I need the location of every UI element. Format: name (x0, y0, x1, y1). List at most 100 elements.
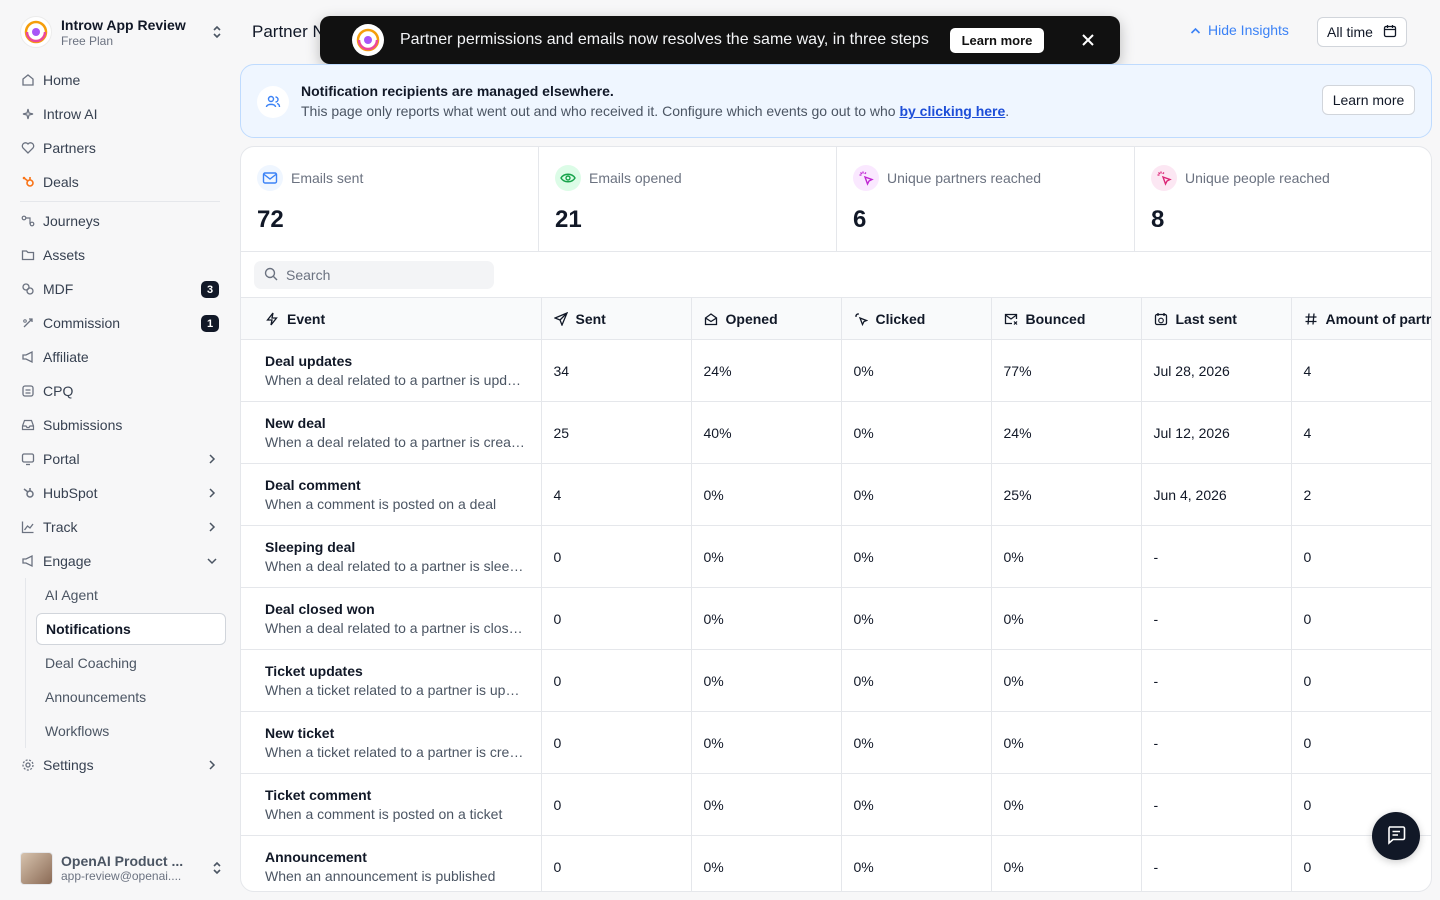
workspace-plan: Free Plan (61, 33, 114, 48)
sidebar-item-engage[interactable]: Engage (14, 544, 226, 578)
sidebar-item-notifications[interactable]: Notifications (36, 613, 226, 645)
mail-open-icon (704, 312, 718, 326)
sidebar-item-label: Submissions (43, 417, 123, 433)
sidebar-item-track[interactable]: Track (14, 510, 226, 544)
sidebar-item-announcements[interactable]: Announcements (45, 689, 147, 705)
partners-cell: 4 (1291, 339, 1431, 402)
partners-cell: 0 (1291, 587, 1431, 650)
workspace-switcher[interactable]: Introw App Review Free Plan (20, 14, 224, 50)
configure-link[interactable]: by clicking here (899, 103, 1006, 119)
sidebar-item-home[interactable]: Home (14, 63, 226, 97)
event-description: When an announcement is published (265, 868, 496, 884)
event-cell: New deal When a deal related to a partner… (241, 401, 542, 464)
workspace-name: Introw App Review (61, 16, 186, 33)
partners-cell: 2 (1291, 463, 1431, 526)
sidebar-item-deal-coaching[interactable]: Deal Coaching (45, 655, 137, 671)
column-label: Clicked (875, 310, 926, 327)
sidebar-item-introw-ai[interactable]: Introw AI (14, 97, 226, 131)
sidebar-item-portal[interactable]: Portal (14, 442, 226, 476)
last-sent-cell: - (1141, 525, 1292, 588)
calendar-clock-icon (1154, 312, 1168, 326)
last-sent-cell: Jun 4, 2026 (1141, 463, 1292, 526)
column-header-sent[interactable]: Sent (541, 297, 692, 340)
table-row[interactable]: Deal closed won When a deal related to a … (241, 587, 1431, 650)
column-header-clicked[interactable]: Clicked (841, 297, 992, 340)
column-header-bounced[interactable]: Bounced (991, 297, 1142, 340)
stat-label: Emails sent (291, 170, 364, 186)
column-header-opened[interactable]: Opened (691, 297, 842, 340)
mdf-count-badge: 3 (201, 281, 219, 298)
search-box (254, 261, 494, 289)
sidebar-item-mdf[interactable]: MDF 3 (14, 272, 226, 306)
sidebar-item-label: Deals (43, 174, 79, 190)
partners-cell: 4 (1291, 401, 1431, 464)
table-row[interactable]: Announcement When an announcement is publ… (241, 835, 1431, 891)
table-row[interactable]: New ticket When a ticket related to a par… (241, 711, 1431, 774)
opened-cell: 0% (691, 773, 842, 836)
journeys-icon (21, 214, 35, 228)
event-name: Announcement (265, 849, 367, 865)
sidebar-item-commission[interactable]: Commission 1 (14, 306, 226, 340)
last-sent-cell: - (1141, 711, 1292, 774)
chat-support-button[interactable] (1372, 812, 1420, 860)
sidebar-item-affiliate[interactable]: Affiliate (14, 340, 226, 374)
event-name: Deal comment (265, 477, 361, 493)
table-row[interactable]: Ticket updates When a ticket related to a… (241, 649, 1431, 712)
user-menu[interactable]: OpenAI Product ... app-review@openai.... (20, 850, 224, 886)
sidebar-item-deals[interactable]: Deals (14, 165, 226, 199)
sent-cell: 0 (541, 711, 692, 774)
clicked-cell: 0% (841, 463, 992, 526)
stat-emails-sent: Emails sent 72 (241, 147, 539, 252)
close-icon[interactable] (1080, 32, 1096, 48)
sidebar-item-cpq[interactable]: CPQ (14, 374, 226, 408)
table-row[interactable]: New deal When a deal related to a partner… (241, 401, 1431, 464)
column-header-last-sent[interactable]: Last sent (1141, 297, 1292, 340)
event-cell: Deal updates When a deal related to a par… (241, 339, 542, 402)
sidebar-item-journeys[interactable]: Journeys (14, 204, 226, 238)
toast-learn-more-button[interactable]: Learn more (950, 28, 1044, 53)
event-name: Deal updates (265, 353, 353, 369)
hide-insights-button[interactable]: Hide Insights (1190, 22, 1289, 38)
table-row[interactable]: Sleeping deal When a deal related to a pa… (241, 525, 1431, 588)
stat-label: Unique people reached (1185, 170, 1330, 186)
sidebar-item-hubspot[interactable]: HubSpot (14, 476, 226, 510)
chevron-right-icon (205, 486, 219, 500)
event-name: Sleeping deal (265, 539, 356, 555)
partners-cell: 0 (1291, 525, 1431, 588)
mail-x-icon (1004, 312, 1018, 326)
stat-emails-opened: Emails opened 21 (539, 147, 837, 252)
chat-icon (1385, 824, 1407, 849)
banner-learn-more-button[interactable]: Learn more (1322, 85, 1415, 115)
sidebar-item-settings[interactable]: Settings (14, 748, 226, 782)
mdf-icon (21, 282, 35, 296)
stat-unique-partners: Unique partners reached 6 (837, 147, 1135, 252)
sidebar-item-label: Engage (43, 553, 92, 569)
clicked-cell: 0% (841, 339, 992, 402)
column-header-event[interactable]: Event (241, 297, 542, 340)
sidebar-item-label: HubSpot (43, 485, 98, 501)
search-input[interactable] (286, 267, 476, 283)
sidebar-item-assets[interactable]: Assets (14, 238, 226, 272)
lightning-icon (265, 312, 279, 326)
date-range-button[interactable]: All time (1317, 17, 1407, 47)
column-header-amount-of-partners[interactable]: Amount of partners (1291, 297, 1431, 340)
sidebar-item-label: Track (43, 519, 78, 535)
sent-cell: 0 (541, 587, 692, 650)
clicked-cell: 0% (841, 773, 992, 836)
sidebar-item-partners[interactable]: Partners (14, 131, 226, 165)
bounced-cell: 0% (991, 773, 1142, 836)
opened-cell: 0% (691, 525, 842, 588)
event-cell: Sleeping deal When a deal related to a pa… (241, 525, 542, 588)
table-row[interactable]: Deal comment When a comment is posted on … (241, 463, 1431, 526)
sidebar-item-ai-agent[interactable]: AI Agent (45, 587, 98, 603)
calendar-icon (1383, 24, 1397, 41)
introw-logo (20, 16, 52, 48)
sent-cell: 0 (541, 773, 692, 836)
table-row[interactable]: Deal updates When a deal related to a par… (241, 339, 1431, 402)
bounced-cell: 0% (991, 649, 1142, 712)
user-name: OpenAI Product ... (61, 853, 184, 869)
table-row[interactable]: Ticket comment When a comment is posted o… (241, 773, 1431, 836)
sidebar-item-workflows[interactable]: Workflows (45, 723, 110, 739)
inbox-icon (21, 418, 35, 432)
sidebar-item-submissions[interactable]: Submissions (14, 408, 226, 442)
